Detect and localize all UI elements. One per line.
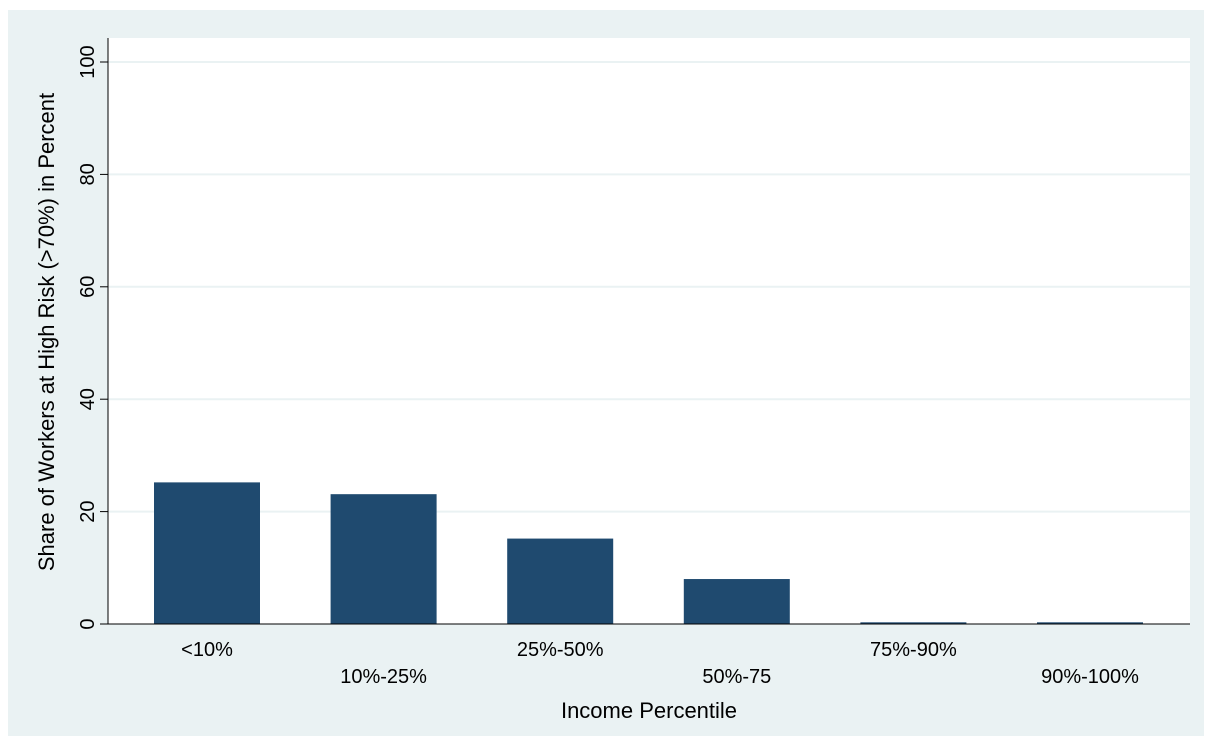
x-tick-label: 10%-25% xyxy=(340,666,427,688)
bars xyxy=(154,482,1143,624)
gridlines xyxy=(108,61,1190,513)
y-tick-label: 40 xyxy=(77,388,99,410)
bar xyxy=(507,538,614,624)
x-tick-label: 90%-100% xyxy=(1041,666,1139,688)
x-tick-label: 25%-50% xyxy=(517,639,604,661)
x-tick-label: <10% xyxy=(181,639,233,661)
y-tick-label: 0 xyxy=(77,618,99,629)
y-tick-label: 60 xyxy=(77,276,99,298)
bar xyxy=(683,579,790,624)
y-tick-label: 80 xyxy=(77,163,99,185)
chart-frame: 0 20 40 60 80 100 <10% 10%-25% 25%-50% 50%-75 75%… xyxy=(8,10,1204,736)
y-axis-title: Share of Workers at High Risk (>70%) in … xyxy=(34,93,59,571)
bar xyxy=(154,482,260,624)
y-tick-label: 100 xyxy=(77,45,99,78)
bar xyxy=(860,622,967,624)
x-axis-title: Income Percentile xyxy=(561,698,737,723)
bar xyxy=(330,494,437,624)
x-tick-label: 75%-90% xyxy=(870,639,957,661)
bar-chart: 0 20 40 60 80 100 <10% 10%-25% 25%-50% 50%-75 75%… xyxy=(34,38,1190,723)
plot-area xyxy=(108,38,1190,624)
y-ticks: 0 20 40 60 80 100 xyxy=(77,45,108,630)
x-tick-label: 50%-75 xyxy=(702,666,771,688)
x-ticks: <10% 10%-25% 25%-50% 50%-75 75%-90% 90%-100% xyxy=(181,639,1139,688)
bar xyxy=(1037,622,1143,624)
y-tick-label: 20 xyxy=(77,500,99,522)
